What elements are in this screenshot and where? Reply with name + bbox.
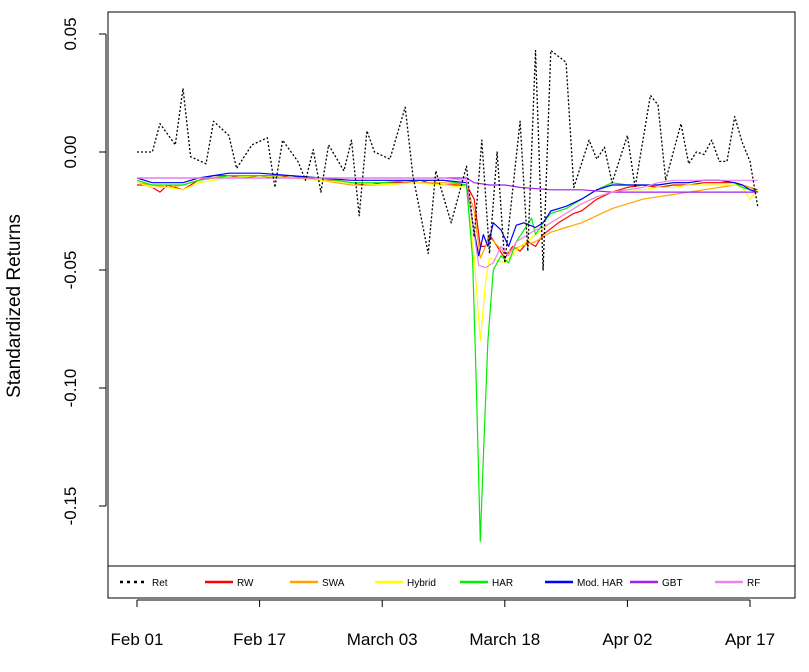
legend-label: GBT <box>662 578 683 589</box>
series-line-har <box>136 175 758 542</box>
legend-label: Hybrid <box>407 578 436 589</box>
x-axis: Feb 01 Feb 17 March 03 March 18 Apr 02 Apr 17 <box>111 599 775 649</box>
series-line-rf <box>137 177 758 269</box>
legend-label: HAR <box>492 578 513 589</box>
x-tick-label: Feb 17 <box>233 630 286 649</box>
series-line-hybrid <box>136 175 759 342</box>
y-tick-label: -0.15 <box>61 487 80 526</box>
x-tick-label: March 18 <box>469 630 540 649</box>
legend-label: Mod. HAR <box>577 578 623 589</box>
legend-label: SWA <box>322 578 345 589</box>
x-tick-label: Apr 02 <box>602 630 652 649</box>
series-line-ret <box>137 49 759 271</box>
x-tick-label: Apr 17 <box>725 630 775 649</box>
legend: Ret RW SWA Hybrid HAR Mod. HAR GBT RF <box>107 565 796 599</box>
series-line-mod-har <box>136 172 758 257</box>
plot-frame <box>107 11 796 599</box>
legend-label: RW <box>237 578 254 589</box>
y-tick-label: 0.00 <box>61 135 80 168</box>
x-tick-label: March 03 <box>347 630 418 649</box>
y-axis: 0.05 0.00 -0.05 -0.10 -0.15 <box>61 17 107 526</box>
plot-lines <box>136 49 759 542</box>
legend-label: Ret <box>152 578 168 589</box>
y-axis-label: Standardized Returns <box>4 214 25 398</box>
x-tick-label: Feb 01 <box>111 630 164 649</box>
legend-label: RF <box>747 578 760 589</box>
y-tick-label: 0.05 <box>61 17 80 50</box>
y-tick-label: -0.05 <box>61 251 80 290</box>
y-tick-label: -0.10 <box>61 369 80 408</box>
